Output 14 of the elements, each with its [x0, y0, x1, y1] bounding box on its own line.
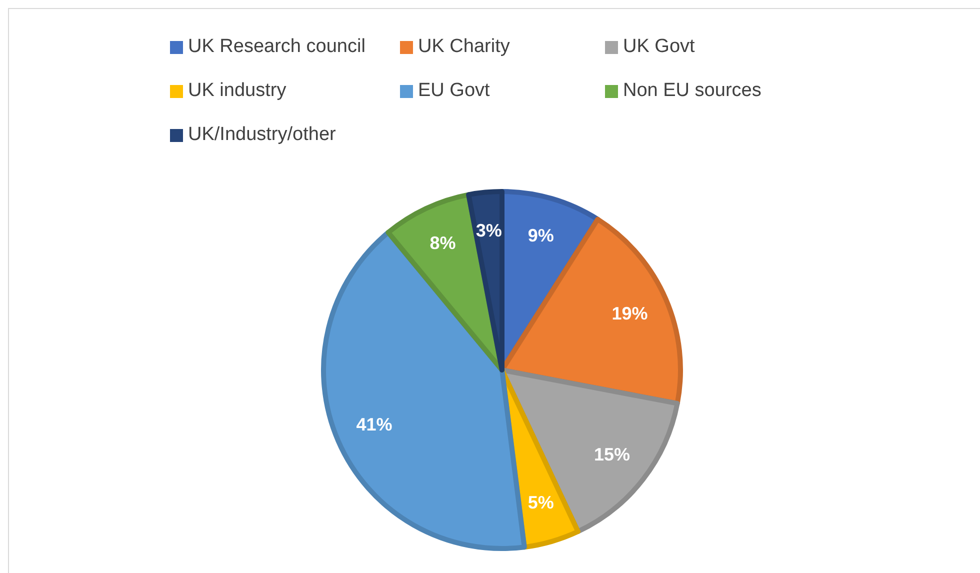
data-label: 15%: [594, 444, 630, 464]
legend-label: UK/Industry/other: [188, 124, 336, 146]
data-label: 3%: [476, 220, 502, 240]
legend-label: UK Charity: [418, 36, 510, 58]
legend-label: Non EU sources: [623, 80, 762, 102]
legend-label: UK Research council: [188, 36, 366, 58]
data-label: 9%: [528, 225, 554, 246]
data-label: 8%: [430, 232, 456, 253]
legend-label: UK industry: [188, 80, 286, 102]
legend-label: EU Govt: [418, 80, 490, 102]
data-label: 19%: [612, 304, 648, 324]
data-label: 41%: [356, 414, 392, 434]
legend-label: UK Govt: [623, 36, 695, 58]
data-label: 5%: [528, 492, 554, 513]
